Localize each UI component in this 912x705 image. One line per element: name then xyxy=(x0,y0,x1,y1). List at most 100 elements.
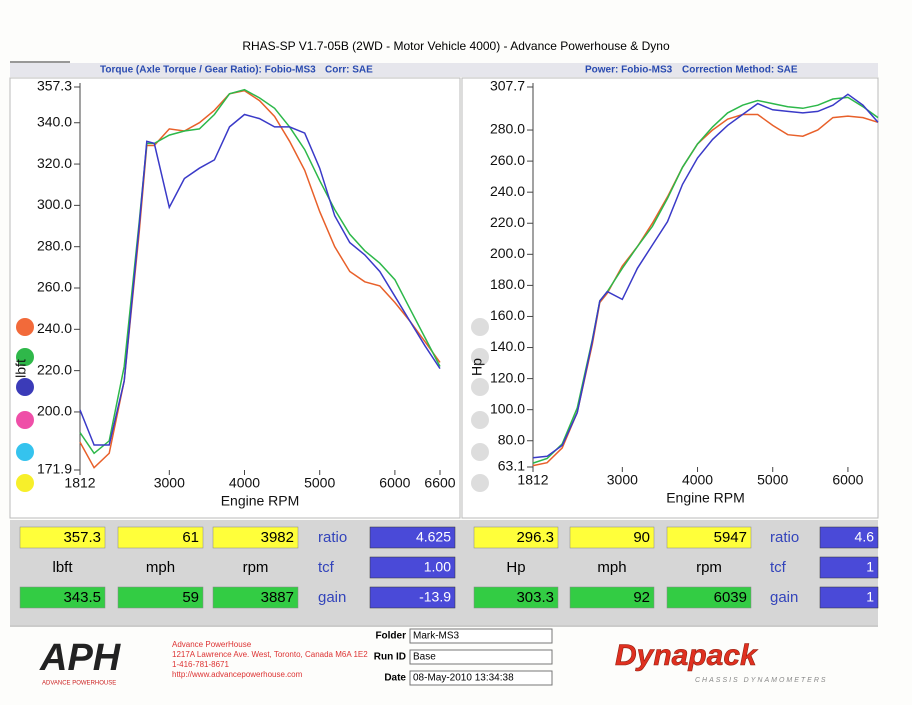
readout-value: 296.3 xyxy=(516,529,554,546)
readout-value: 303.3 xyxy=(516,589,554,606)
y-axis-label: lbft xyxy=(13,359,29,378)
field-box xyxy=(409,649,553,665)
y-tick-label: 200.0 xyxy=(490,245,525,261)
readout-box xyxy=(212,526,299,549)
dot xyxy=(471,411,489,429)
series-line xyxy=(79,113,441,446)
readout-value: 357.3 xyxy=(63,529,101,546)
y-tick-label: 120.0 xyxy=(490,369,525,385)
field-value: Mark-MS3 xyxy=(413,631,460,642)
y-tick-label: 160.0 xyxy=(490,307,525,323)
readout-value: 61 xyxy=(182,529,199,546)
y-tick-label: 240.0 xyxy=(37,320,72,336)
readout-value: 1 xyxy=(866,589,874,605)
x-tick-label: 3000 xyxy=(154,475,185,491)
field-label: Run ID xyxy=(374,652,406,663)
x-axis-label: Engine RPM xyxy=(221,493,300,509)
readout-box xyxy=(117,586,204,609)
dot xyxy=(471,378,489,396)
dot xyxy=(471,348,489,366)
field-label: Folder xyxy=(375,631,406,642)
x-tick-label: 5000 xyxy=(304,475,335,491)
series-line xyxy=(532,93,879,459)
dot xyxy=(16,474,34,492)
y-tick-label: 171.9 xyxy=(37,461,72,477)
readout-box xyxy=(569,586,655,609)
readout-box xyxy=(819,586,879,609)
readout-value: -13.9 xyxy=(419,589,451,605)
x-tick-label: 1812 xyxy=(517,472,548,488)
y-tick-label: 280.0 xyxy=(37,237,72,253)
plot-panel xyxy=(9,77,461,519)
address-line: 1217A Lawrence Ave. West, Toronto, Canad… xyxy=(172,650,368,659)
x-tick-label: 4000 xyxy=(229,475,260,491)
x-tick-label: 6000 xyxy=(832,472,863,488)
y-tick-label: 307.7 xyxy=(490,78,525,94)
readout-label: ratio xyxy=(318,529,347,546)
readout-box xyxy=(819,556,879,579)
y-tick-label: 240.0 xyxy=(490,183,525,199)
x-tick-label: 6000 xyxy=(379,475,410,491)
y-tick-label: 340.0 xyxy=(37,113,72,129)
readout-value: 92 xyxy=(633,589,650,606)
y-tick-label: 220.0 xyxy=(37,361,72,377)
dot xyxy=(471,443,489,461)
readout-box xyxy=(369,586,456,609)
y-tick-label: 100.0 xyxy=(490,400,525,416)
plot-panel xyxy=(461,77,879,519)
y-axis-label: Hp xyxy=(469,358,485,376)
address-line: http://www.advancepowerhouse.com xyxy=(172,670,303,679)
readout-box xyxy=(819,526,879,549)
footer: APH ADVANCE POWERHOUSE Advance PowerHous… xyxy=(10,625,878,687)
readout-value: 343.5 xyxy=(63,589,101,606)
chart-title: Torque (Axle Torque / Gear Ratio): Fobio… xyxy=(100,65,316,76)
x-tick-label: 3000 xyxy=(607,472,638,488)
dot xyxy=(16,348,34,366)
chart-title: Power: Fobio-MS3 xyxy=(585,65,673,76)
readout-value: 3982 xyxy=(261,529,294,546)
address-line: Advance PowerHouse xyxy=(172,640,252,649)
dot xyxy=(471,318,489,336)
readout-value: 1 xyxy=(866,559,874,575)
brand-sub: CHASSIS DYNAMOMETERS xyxy=(695,677,828,684)
x-tick-label: 6600 xyxy=(424,475,455,491)
logo: APH xyxy=(39,637,122,679)
readout-value: 3887 xyxy=(261,589,294,606)
y-tick-label: 220.0 xyxy=(490,214,525,230)
y-tick-label: 180.0 xyxy=(490,276,525,292)
dot xyxy=(16,318,34,336)
field-label: Date xyxy=(384,673,406,684)
chart-subtitle: Correction Method: SAE xyxy=(682,65,798,76)
readout-unit: rpm xyxy=(696,559,722,576)
field-box xyxy=(409,628,553,644)
readout-box xyxy=(666,586,752,609)
dot xyxy=(16,411,34,429)
page-title: RHAS-SP V1.7-05B (2WD - Motor Vehicle 40… xyxy=(242,39,670,53)
x-axis-label: Engine RPM xyxy=(666,490,745,506)
readout-value: 4.6 xyxy=(855,529,875,545)
y-tick-label: 320.0 xyxy=(37,155,72,171)
y-tick-label: 260.0 xyxy=(490,152,525,168)
x-tick-label: 5000 xyxy=(757,472,788,488)
readout-value: 4.625 xyxy=(416,529,451,545)
y-tick-label: 260.0 xyxy=(37,279,72,295)
readout-box xyxy=(117,526,204,549)
address-line: 1-416-781-8671 xyxy=(172,660,229,669)
y-tick-label: 80.0 xyxy=(498,431,525,447)
readout-unit: lbft xyxy=(52,559,73,576)
readout-unit: mph xyxy=(146,559,175,576)
readout-value: 5947 xyxy=(714,529,747,546)
y-tick-label: 200.0 xyxy=(37,403,72,419)
color-dots xyxy=(16,318,489,492)
dot xyxy=(16,443,34,461)
readout-box xyxy=(666,526,752,549)
y-tick-label: 300.0 xyxy=(37,196,72,212)
field-value: Base xyxy=(413,652,436,663)
y-tick-label: 357.3 xyxy=(37,78,72,94)
x-tick-label: 4000 xyxy=(682,472,713,488)
dot xyxy=(16,378,34,396)
readout-value: 6039 xyxy=(714,589,747,606)
readout-unit: rpm xyxy=(243,559,269,576)
readout-box xyxy=(473,526,559,549)
